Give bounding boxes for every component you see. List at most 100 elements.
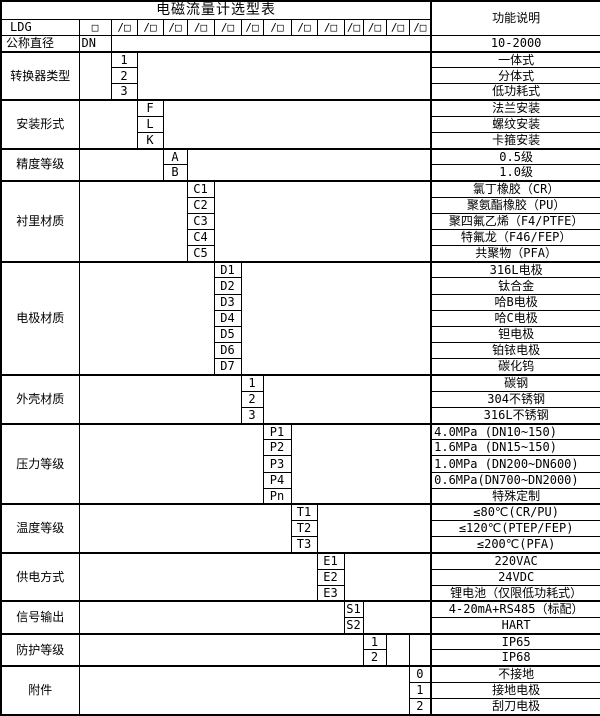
- option-description: 刮刀电极: [430, 697, 600, 716]
- model-code-box: /□: [316, 18, 345, 36]
- spacer-cell: [78, 503, 292, 554]
- spacer-cell: [136, 50, 432, 101]
- spacer-cell: [213, 179, 432, 263]
- model-code-box: /□: [136, 18, 164, 36]
- spacer-cell: [262, 373, 432, 424]
- option-code: B: [162, 164, 188, 182]
- category-label-nominal-diameter: 公称直径: [0, 34, 80, 53]
- option-code: A: [162, 147, 188, 166]
- option-description: 不接地: [430, 665, 600, 683]
- option-code: C3: [186, 212, 215, 230]
- option-code: 1: [362, 632, 387, 651]
- option-description: 4-20mA+RS485（标配）: [430, 600, 600, 619]
- spacer-cell: [240, 260, 432, 376]
- model-code-box: /□: [385, 18, 410, 36]
- option-code: DN: [78, 34, 112, 53]
- function-column-header: 功能说明: [430, 0, 600, 36]
- option-code: 0: [408, 665, 432, 683]
- option-description: 220VAC: [430, 551, 600, 570]
- category-label-liner-material: 衬里材质: [0, 179, 80, 263]
- option-description: HART: [430, 617, 600, 635]
- option-description: IP68: [430, 649, 600, 667]
- spacer-cell: [78, 551, 318, 602]
- option-description: 一体式: [430, 50, 600, 69]
- option-code: P2: [262, 439, 292, 457]
- spacer-cell: [316, 503, 432, 554]
- option-code: 1: [110, 50, 138, 69]
- option-code: D3: [213, 293, 242, 311]
- category-label-pressure-rating: 压力等级: [0, 422, 80, 505]
- option-code: S2: [343, 617, 364, 635]
- option-description: 1.0级: [430, 164, 600, 182]
- option-description: ≤200℃(PFA): [430, 536, 600, 554]
- option-description: 铂铱电极: [430, 342, 600, 360]
- option-code: D7: [213, 358, 242, 376]
- option-description: IP65: [430, 632, 600, 651]
- spacer-cell: [78, 600, 345, 635]
- option-description: 1.0MPa (DN200~DN600): [430, 455, 600, 473]
- category-label-electrode-material: 电极材质: [0, 260, 80, 376]
- option-code: T2: [290, 520, 318, 538]
- option-description: 24VDC: [430, 568, 600, 586]
- option-code: D5: [213, 325, 242, 344]
- option-description: 共聚物（PFA）: [430, 245, 600, 263]
- spacer-cell: [362, 600, 432, 635]
- spacer-cell: [78, 99, 138, 150]
- option-description: 钛合金: [430, 277, 600, 295]
- spacer-cell: [110, 34, 432, 53]
- option-code: 3: [110, 83, 138, 101]
- option-code: Pn: [262, 487, 292, 505]
- option-code: F: [136, 99, 164, 117]
- category-label-housing-material: 外壳材质: [0, 373, 80, 424]
- option-description: 钽电极: [430, 325, 600, 344]
- category-label-accuracy-class: 精度等级: [0, 147, 80, 182]
- option-code: P3: [262, 455, 292, 473]
- option-code: 2: [240, 390, 264, 408]
- option-description: 碳化钨: [430, 358, 600, 376]
- category-label-temperature-rating: 温度等级: [0, 503, 80, 554]
- option-code: P4: [262, 471, 292, 489]
- option-code: C4: [186, 228, 215, 247]
- spacer-cell: [78, 50, 112, 101]
- model-code-box: /□: [343, 18, 364, 36]
- option-description: 10-2000: [430, 34, 600, 53]
- option-code: C5: [186, 245, 215, 263]
- spacer-cell: [385, 632, 410, 667]
- model-code-box: /□: [162, 18, 188, 36]
- option-description: 卡箍安装: [430, 131, 600, 150]
- option-code: E1: [316, 551, 345, 570]
- option-description: 哈C电极: [430, 309, 600, 327]
- spacer-cell: [408, 632, 432, 667]
- option-code: 2: [362, 649, 387, 667]
- category-label-protection-rating: 防护等级: [0, 632, 80, 667]
- category-label-accessories: 附件: [0, 665, 80, 716]
- spacer-cell: [78, 422, 264, 505]
- option-description: 法兰安装: [430, 99, 600, 117]
- option-description: 锂电池（仅限低功耗式）: [430, 584, 600, 602]
- category-label-installation-type: 安装形式: [0, 99, 80, 150]
- model-code-box: /□: [110, 18, 138, 36]
- option-description: ≤120℃(PTEP/FEP): [430, 520, 600, 538]
- model-code-box: /□: [362, 18, 387, 36]
- model-code-box: /□: [186, 18, 215, 36]
- spacer-cell: [290, 422, 432, 505]
- spacer-cell: [78, 260, 215, 376]
- spacer-cell: [162, 99, 432, 150]
- option-code: D1: [213, 260, 242, 279]
- option-code: 3: [240, 406, 264, 425]
- category-label-converter-type: 转换器类型: [0, 50, 80, 101]
- option-code: E3: [316, 584, 345, 602]
- model-code-box: /□: [408, 18, 432, 36]
- spacer-cell: [78, 147, 164, 182]
- option-code: L: [136, 115, 164, 133]
- option-code: T1: [290, 503, 318, 522]
- spacer-cell: [343, 551, 432, 602]
- spacer-cell: [78, 373, 242, 424]
- option-code: T3: [290, 536, 318, 554]
- option-description: 氯丁橡胶（CR）: [430, 179, 600, 198]
- option-code: C1: [186, 179, 215, 198]
- category-label-power-supply: 供电方式: [0, 551, 80, 602]
- option-description: 分体式: [430, 67, 600, 85]
- option-code: D6: [213, 342, 242, 360]
- option-code: C2: [186, 196, 215, 214]
